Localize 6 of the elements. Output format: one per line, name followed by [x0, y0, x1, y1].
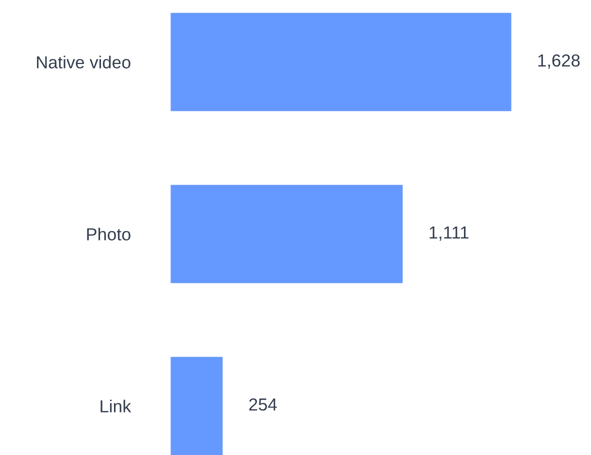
data-label: 1,628: [538, 54, 580, 69]
data-label: 254: [249, 398, 277, 411]
data-label: 1,111: [430, 226, 468, 241]
y-tick-label: Photo: [87, 228, 130, 240]
y-tick-label: Link: [100, 400, 132, 412]
y-tick-label: Native video: [37, 56, 130, 68]
